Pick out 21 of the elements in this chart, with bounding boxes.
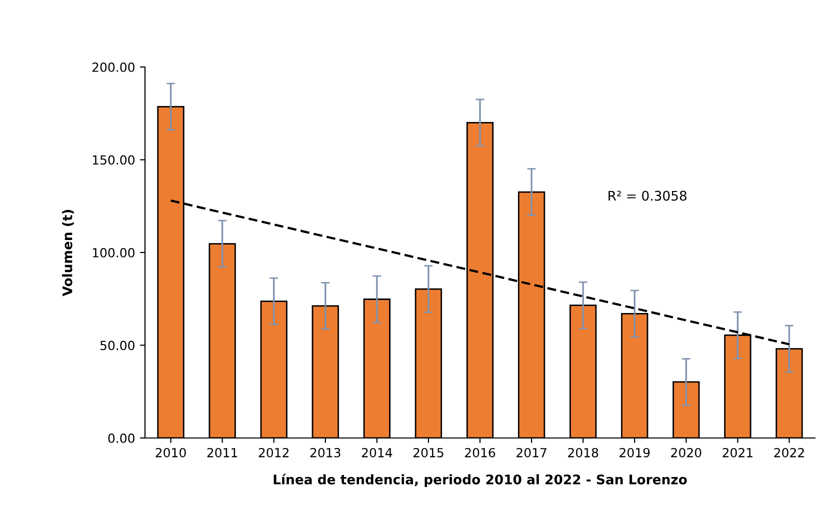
x-axis-title: Línea de tendencia, periodo 2010 al 2022 - San Lorenzo (274, 474, 687, 488)
x-tick-label: 2014 (362, 448, 392, 458)
annotation: R² = 0.3058 (608, 190, 686, 201)
x-tick-label: 2011 (207, 448, 238, 458)
x-tick-label: 2013 (310, 448, 340, 458)
x-tick-label: 2016 (465, 448, 496, 458)
x-tick-label: 2020 (671, 448, 702, 458)
x-tick-label: 2022 (774, 448, 804, 458)
x-tick-label: 2021 (722, 448, 752, 458)
y-axis-title: Volumen (t) (62, 210, 74, 296)
x-tick-label: 2010 (156, 448, 186, 458)
y-tick-label: 50.00 (100, 340, 134, 350)
x-tick-label: 2017 (516, 448, 546, 458)
y-tick-label: 150.00 (92, 155, 134, 165)
y-tick-label: 200.00 (92, 62, 134, 72)
x-tick-label: 2012 (258, 448, 288, 458)
y-tick-label: 0.00 (108, 433, 134, 443)
x-tick-label: 2015 (413, 448, 444, 458)
y-tick-label: 100.00 (92, 248, 134, 258)
x-tick-label: 2018 (568, 448, 598, 458)
x-tick-label: 2019 (620, 448, 650, 458)
